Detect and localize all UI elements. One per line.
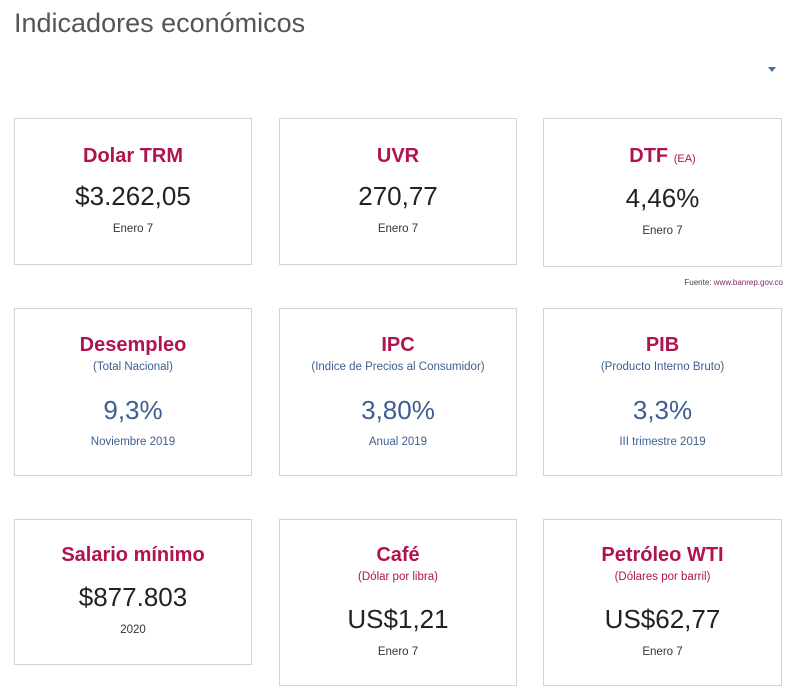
card-date: Noviembre 2019	[90, 436, 176, 448]
card-value: 9,3%	[103, 395, 163, 425]
card-title: Petróleo WTI	[601, 544, 724, 566]
card-subtitle: (Dólar por libra)	[358, 571, 438, 583]
card-subtitle: (Dólares por barril)	[614, 571, 711, 583]
card-subtitle: (Total Nacional)	[93, 361, 173, 373]
indicator-card-dolar-trm: Dolar TRM $3.262,05 Enero 7	[14, 118, 252, 265]
indicator-card-salario-minimo: Salario mínimo $877.803 2020	[14, 519, 252, 665]
indicator-card-dtf: DTF (EA) 4,46% Enero 7	[543, 118, 782, 267]
source-note: Fuente: www.banrep.gov.co	[684, 278, 783, 287]
card-date: Enero 7	[377, 646, 419, 658]
card-unit: (EA)	[673, 153, 696, 165]
indicator-card-desempleo: Desempleo (Total Nacional) 9,3% Noviembr…	[14, 308, 252, 476]
source-link[interactable]: www.banrep.gov.co	[713, 278, 783, 287]
card-date: Enero 7	[377, 223, 419, 235]
indicator-card-petroleo-wti: Petróleo WTI (Dólares por barril) US$62,…	[543, 519, 782, 686]
card-value: $3.262,05	[75, 181, 191, 211]
card-value: US$62,77	[604, 604, 721, 634]
card-value: $877.803	[78, 582, 188, 612]
card-title: Salario mínimo	[61, 544, 205, 566]
card-date: Enero 7	[642, 646, 683, 658]
source-label: Fuente:	[684, 278, 712, 287]
card-title: UVR	[376, 145, 420, 167]
card-value: 270,77	[358, 181, 438, 211]
chevron-down-icon[interactable]	[768, 67, 776, 72]
page-title: Indicadores económicos	[14, 8, 306, 38]
indicator-card-uvr: UVR 270,77 Enero 7	[279, 118, 517, 265]
card-title: DTF (EA)	[544, 145, 781, 168]
card-date: 2020	[120, 624, 146, 636]
card-date: III trimestre 2019	[619, 436, 706, 448]
card-subtitle: (Producto Interno Bruto)	[600, 361, 725, 373]
card-date: Anual 2019	[368, 436, 428, 448]
card-date: Enero 7	[112, 223, 154, 235]
card-subtitle: (Indice de Precios al Consumidor)	[311, 361, 485, 373]
card-title-text: DTF	[629, 145, 669, 167]
indicator-card-cafe: Café (Dólar por libra) US$1,21 Enero 7	[279, 519, 517, 686]
indicator-card-pib: PIB (Producto Interno Bruto) 3,3% III tr…	[543, 308, 782, 476]
card-value: 4,46%	[625, 183, 700, 213]
card-title: Café	[376, 544, 420, 566]
card-value: 3,80%	[361, 395, 435, 425]
card-title: Dolar TRM	[83, 145, 183, 167]
card-value: US$1,21	[347, 604, 449, 634]
card-title: Desempleo	[79, 334, 187, 356]
card-date: Enero 7	[642, 225, 683, 237]
card-title: PIB	[645, 334, 680, 356]
indicator-card-ipc: IPC (Indice de Precios al Consumidor) 3,…	[279, 308, 517, 476]
card-title: IPC	[381, 334, 415, 356]
card-value: 3,3%	[632, 395, 693, 425]
